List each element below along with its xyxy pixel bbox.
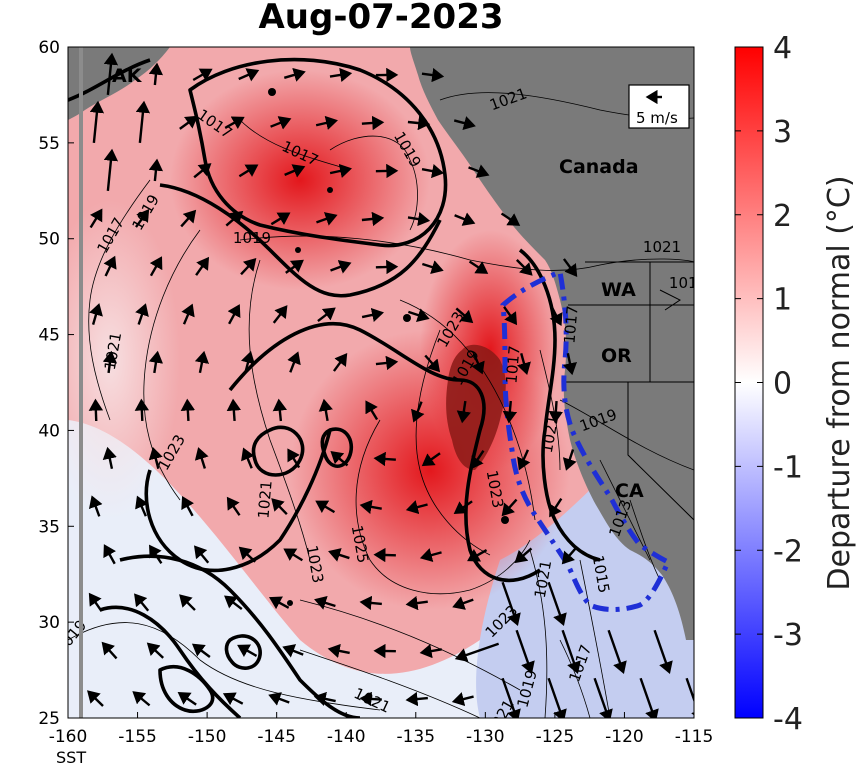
caption-fragment: SST <box>56 748 86 767</box>
wind-arrow <box>701 630 716 672</box>
colorbar-tick-label: -4 <box>773 702 803 737</box>
region-label-ak: AK <box>112 65 143 87</box>
isobar-label: 1021 <box>254 480 275 520</box>
contour-dot <box>501 516 509 524</box>
colorbar-tick-label: -2 <box>773 534 803 569</box>
isobar-label: 1019 <box>669 274 707 292</box>
colorbar-tick-label: -3 <box>773 618 803 653</box>
wind-arrow <box>233 401 234 421</box>
contour-dot <box>295 247 301 253</box>
lat-tick-label: 30 <box>38 613 60 633</box>
lat-tick-label: 55 <box>38 134 60 154</box>
lon-tick-label: -115 <box>675 727 714 747</box>
wind-scale-label: 5 m/s <box>636 109 678 127</box>
isobar-label: 1017 <box>560 305 581 345</box>
colorbar-tick-label: 1 <box>773 283 792 318</box>
colorbar-label: Departure from normal (°C) <box>822 175 857 590</box>
lon-tick-label: -140 <box>327 727 366 747</box>
region-label-or: OR <box>601 345 632 367</box>
region-label-wa: WA <box>601 279 636 301</box>
wind-arrow <box>376 458 396 459</box>
region-label-canada: Canada <box>559 156 639 178</box>
contour-dot <box>287 600 293 606</box>
isobar-label: 1021 <box>643 238 681 256</box>
lon-tick-label: -125 <box>536 727 575 747</box>
contour-dot <box>268 88 276 96</box>
lon-tick-label: -130 <box>466 727 505 747</box>
colorbar: 4 3 2 1 0 -1 -2 -3 -4 Departure from normal (°C) <box>735 31 857 737</box>
lon-tick-label: -135 <box>396 727 435 747</box>
colorbar-tick-label: 0 <box>773 367 792 402</box>
lat-tick-label: 60 <box>38 38 60 58</box>
lat-tick-label: 25 <box>38 709 60 729</box>
wind-arrow <box>376 267 396 268</box>
wind-arrow <box>141 401 142 421</box>
lon-tick-label: -145 <box>257 727 296 747</box>
wind-arrow <box>96 401 97 421</box>
lon-tick-label: -160 <box>49 727 88 747</box>
lon-tick-label: -120 <box>605 727 644 747</box>
isobar-label: 1019 <box>233 229 271 247</box>
lat-tick-label: 35 <box>38 517 60 537</box>
lat-tick-label: 40 <box>38 421 60 441</box>
colorbar-tick-label: 4 <box>773 31 792 66</box>
lon-tick-label: -150 <box>188 727 227 747</box>
colorbar-tick-label: 2 <box>773 199 792 234</box>
wind-arrow <box>187 401 188 421</box>
wind-arrow <box>362 122 382 123</box>
lat-tick-label: 45 <box>38 326 60 346</box>
isobar-label: 1017 <box>502 345 523 385</box>
colorbar-tick-label: -1 <box>773 450 803 485</box>
left-edge-band <box>79 47 83 718</box>
colorbar-tick-label: 3 <box>773 115 792 150</box>
contour-dot <box>327 187 333 193</box>
wind-scale-legend: 5 m/s <box>629 85 689 128</box>
region-label-ca: CA <box>615 480 644 502</box>
wind-arrow <box>376 555 396 556</box>
lat-tick-label: 50 <box>38 230 60 250</box>
lon-tick-label: -155 <box>118 727 157 747</box>
contour-dot <box>403 314 411 322</box>
